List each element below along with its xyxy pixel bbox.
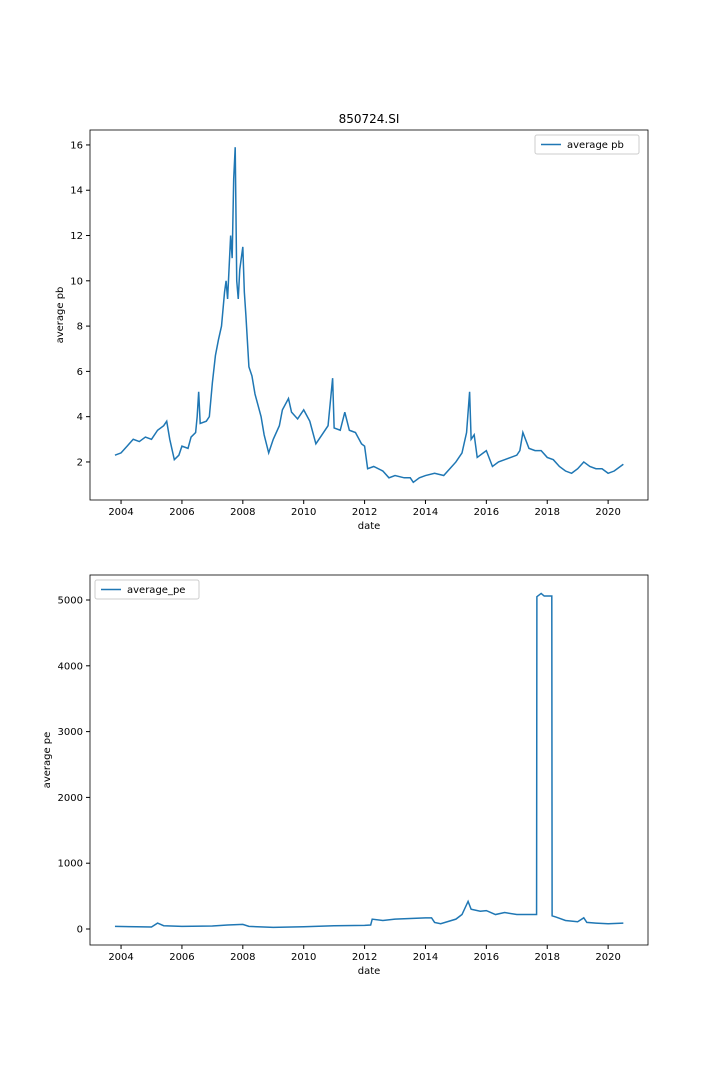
y-axis-label: average pb (55, 287, 66, 344)
y-tick-label: 12 (70, 231, 83, 242)
x-tick-label: 2016 (474, 952, 499, 963)
y-tick-label: 3000 (58, 727, 83, 738)
x-tick-label: 2014 (413, 952, 438, 963)
legend-label: average pb (567, 140, 624, 151)
chart-title: 850724.SI (339, 112, 400, 126)
y-tick-label: 16 (70, 140, 83, 151)
legend-box (94, 579, 200, 600)
y-tick-label: 2 (77, 457, 83, 468)
y-axis-label: average pe (42, 732, 53, 789)
axes-frame (89, 129, 649, 501)
legend-box (534, 134, 640, 155)
x-axis-label: date (358, 521, 381, 532)
y-tick-label: 1000 (58, 859, 83, 870)
y-tick-label: 14 (70, 186, 83, 197)
x-tick-label: 2018 (535, 507, 560, 518)
x-tick-label: 2010 (291, 507, 316, 518)
legend-label: average_pe (127, 585, 185, 596)
x-tick-label: 2008 (230, 952, 255, 963)
x-tick-label: 2004 (108, 952, 133, 963)
x-tick-label: 2004 (108, 507, 133, 518)
y-tick-label: 2000 (58, 793, 83, 804)
x-axis-label: date (358, 966, 381, 977)
x-tick-label: 2012 (352, 952, 377, 963)
axes-frame (89, 574, 649, 946)
y-tick-label: 5000 (58, 596, 83, 607)
line (114, 592, 624, 929)
x-tick-label: 2014 (413, 507, 438, 518)
x-tick-label: 2020 (595, 952, 620, 963)
y-tick-label: 10 (70, 276, 83, 287)
x-tick-label: 2018 (535, 952, 560, 963)
x-tick-label: 2006 (169, 507, 194, 518)
x-tick-label: 2020 (595, 507, 620, 518)
x-tick-label: 2016 (474, 507, 499, 518)
x-tick-label: 2008 (230, 507, 255, 518)
x-tick-label: 2010 (291, 952, 316, 963)
y-tick-label: 8 (77, 322, 83, 333)
y-tick-label: 4000 (58, 661, 83, 672)
x-tick-label: 2006 (169, 952, 194, 963)
x-tick-label: 2012 (352, 507, 377, 518)
y-tick-label: 4 (77, 412, 83, 423)
y-tick-label: 0 (77, 925, 83, 936)
line (114, 147, 624, 484)
y-tick-label: 6 (77, 367, 83, 378)
